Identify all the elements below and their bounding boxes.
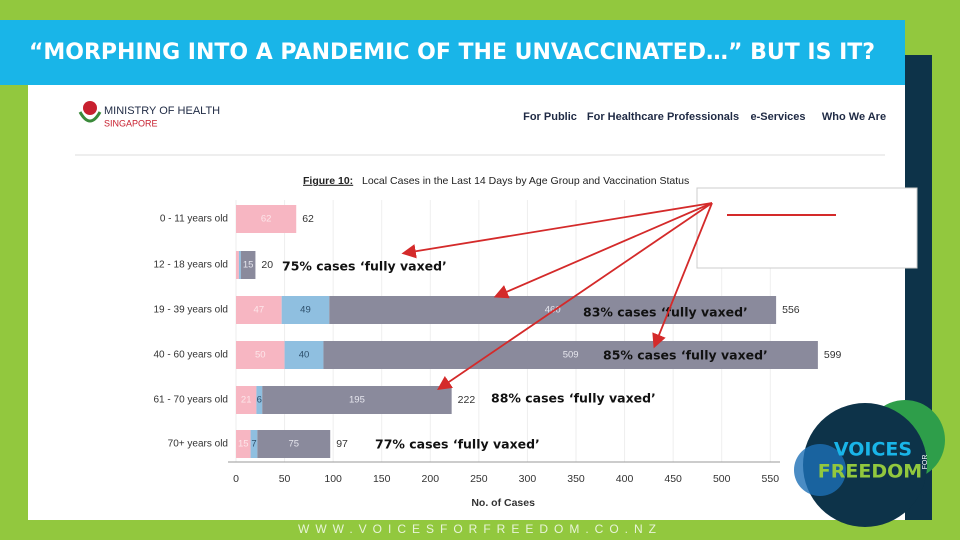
x-tick-label: 0 (233, 473, 239, 485)
y-tick-label: 19 - 39 years old (154, 305, 229, 316)
footer-url: WWW.VOICESFORFREEDOM.CO.NZ (298, 522, 662, 536)
value-label: 49 (300, 305, 311, 316)
bar-segment (262, 386, 452, 414)
bar-segment (281, 296, 330, 324)
figure-label: Figure 10: (303, 175, 353, 187)
value-label: 15 (238, 439, 249, 450)
x-tick-label: 350 (567, 473, 585, 485)
y-tick-label: 12 - 18 years old (154, 260, 229, 271)
value-label: 40 (299, 350, 310, 361)
x-axis-label: No. of Cases (471, 497, 535, 509)
value-label: 21 (241, 395, 252, 406)
value-label: 195 (349, 395, 365, 406)
value-label: 62 (261, 214, 272, 225)
x-tick-label: 500 (713, 473, 731, 485)
total-label: 222 (458, 394, 476, 406)
value-label: 75 (289, 439, 300, 450)
nav-link[interactable]: e-Services (750, 111, 805, 123)
y-tick-label: 61 - 70 years old (154, 395, 229, 406)
logo-text: VOICES (834, 439, 912, 461)
logo-text: FOR (922, 455, 929, 470)
x-tick-label: 150 (373, 473, 391, 485)
annotation: 85% cases ‘fully vaxed’ (603, 348, 768, 363)
arrows (401, 202, 713, 391)
bar-segment (238, 251, 241, 279)
value-label: 47 (254, 305, 265, 316)
x-tick-label: 100 (324, 473, 342, 485)
bar-segment (323, 341, 818, 369)
bar-segment (250, 430, 258, 458)
moh-logo (78, 101, 102, 123)
nav-link[interactable]: For Public (523, 111, 577, 123)
y-tick-label: 40 - 60 years old (154, 350, 229, 361)
value-label: 50 (255, 350, 266, 361)
bar-segment (240, 251, 256, 279)
annotation: 75% cases ‘fully vaxed’ (282, 259, 447, 274)
bar-segment (329, 296, 777, 324)
legend (696, 187, 918, 269)
banner-text: “MORPHING INTO A PANDEMIC OF THE UNVACCI… (29, 40, 875, 65)
x-tick-label: 400 (616, 473, 634, 485)
value-label: 6 (257, 395, 262, 406)
x-tick-label: 450 (664, 473, 682, 485)
bar-segment (236, 296, 282, 324)
bar-segment (236, 386, 257, 414)
nav-link[interactable]: Who We Are (822, 111, 886, 123)
value-label: 15 (243, 260, 254, 271)
x-tick-label: 50 (279, 473, 291, 485)
banner (0, 20, 905, 85)
bar-segment (236, 430, 251, 458)
bar-segment (236, 341, 285, 369)
total-label: 62 (302, 213, 314, 225)
chart-title: Local Cases in the Last 14 Days by Age G… (362, 175, 689, 187)
annotation: 83% cases ‘fully vaxed’ (583, 305, 748, 320)
total-label: 556 (782, 304, 800, 316)
total-label: 20 (261, 259, 273, 271)
bar-segment (236, 251, 239, 279)
y-tick-label: 0 - 11 years old (160, 214, 228, 225)
bar-segment (284, 341, 324, 369)
org-country: SINGAPORE (104, 118, 158, 128)
org-name: MINISTRY OF HEALTH (104, 105, 220, 117)
nav-link[interactable]: For Healthcare Professionals (587, 111, 739, 123)
y-tick-label: 70+ years old (168, 439, 228, 450)
total-label: 97 (336, 438, 348, 450)
x-tick-label: 250 (470, 473, 488, 485)
annotation: 77% cases ‘fully vaxed’ (375, 437, 540, 452)
bar-segment (257, 430, 331, 458)
logo-text: FREEDOM (818, 461, 922, 483)
x-tick-label: 550 (762, 473, 780, 485)
x-tick-label: 300 (519, 473, 537, 485)
annotation: 88% cases ‘fully vaxed’ (491, 391, 656, 406)
total-label: 599 (824, 349, 842, 361)
x-tick-label: 200 (422, 473, 440, 485)
bar-segment (256, 386, 263, 414)
value-label: 460 (545, 305, 561, 316)
value-label: 7 (251, 439, 256, 450)
value-label: 509 (563, 350, 579, 361)
bar-segment (236, 205, 297, 233)
vff-logo (794, 400, 945, 527)
